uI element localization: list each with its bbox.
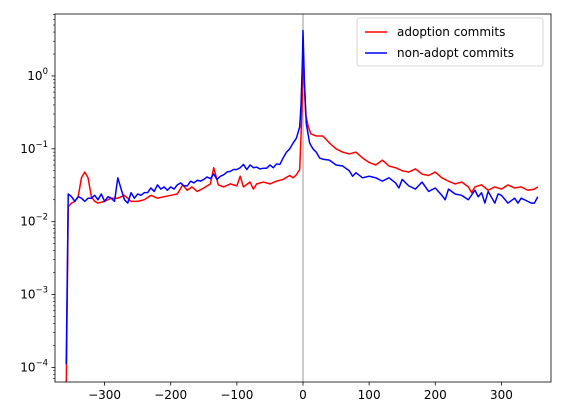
y-tick-exponent: −2 — [35, 213, 48, 223]
y-tick-exponent: −1 — [35, 140, 48, 150]
x-tick-label: 100 — [358, 388, 381, 402]
y-tick-base: 10 — [20, 288, 35, 302]
y-tick-exponent: −4 — [35, 358, 48, 368]
legend: adoption commits non-adopt commits — [357, 18, 543, 66]
x-tick-label: 300 — [490, 388, 513, 402]
x-tick-label: −100 — [220, 388, 253, 402]
x-tick-label: 200 — [424, 388, 447, 402]
legend-label: adoption commits — [397, 25, 505, 39]
y-tick-base: 10 — [27, 69, 42, 83]
y-tick-base: 10 — [20, 215, 35, 229]
y-tick-base: 10 — [20, 360, 35, 374]
y-tick-exponent: −3 — [35, 286, 48, 296]
y-tick-base: 10 — [20, 142, 35, 156]
x-tick-label: −200 — [154, 388, 187, 402]
x-tick-label: 0 — [299, 388, 307, 402]
y-tick-exponent: 0 — [43, 67, 48, 77]
legend-label: non-adopt commits — [397, 46, 514, 60]
x-tick-label: −300 — [88, 388, 121, 402]
